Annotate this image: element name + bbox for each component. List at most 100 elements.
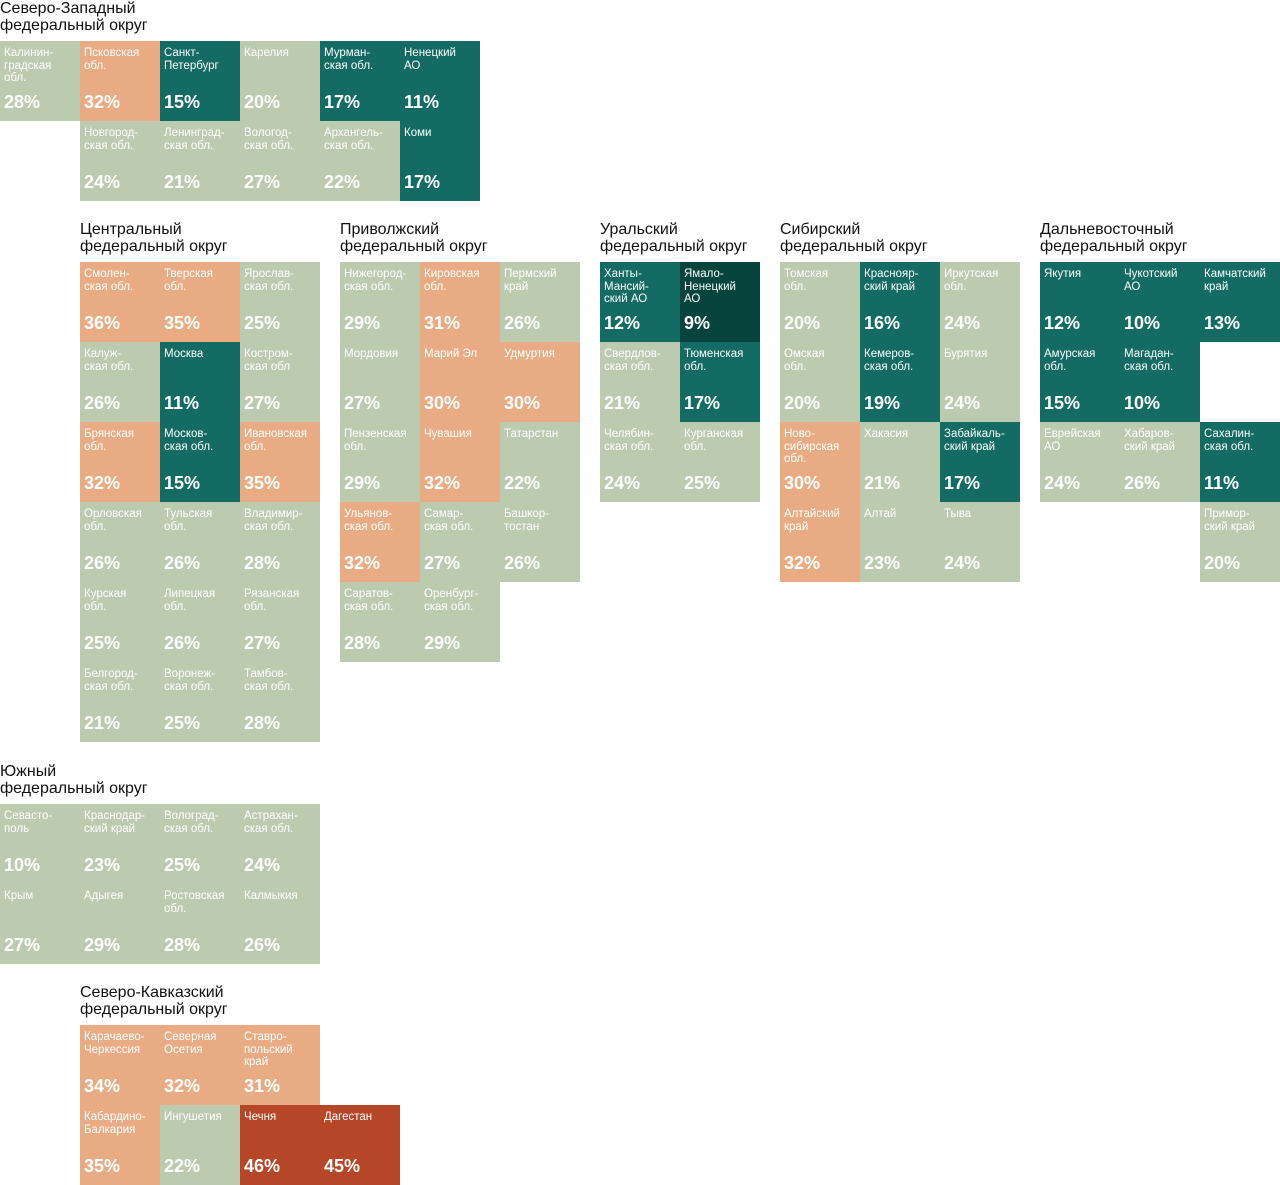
region-name: Свердлов- ская обл. <box>604 348 661 373</box>
region-value: 20% <box>784 313 821 333</box>
region-value: 21% <box>84 713 121 733</box>
region-name: Курская обл. <box>84 588 127 613</box>
region-tile-чечня: Чечня 46% <box>240 1105 320 1185</box>
district-title-central: Центральный федеральный округ <box>80 221 228 255</box>
region-tile-калинин-градская-обл: Калинин- градская обл. 28% <box>0 41 80 121</box>
region-tile-мурман-ская-обл: Мурман- ская обл. 17% <box>320 41 400 121</box>
region-value: 32% <box>424 473 461 493</box>
region-tile-северная-осетия: Северная Осетия 32% <box>160 1025 240 1105</box>
region-value: 21% <box>864 473 901 493</box>
district-title-line: федеральный округ <box>80 1001 228 1018</box>
region-name: Москва <box>164 348 204 360</box>
region-value: 21% <box>164 172 201 192</box>
region-value: 15% <box>164 92 201 112</box>
region-tile-камчатский-край: Камчатский край 13% <box>1200 262 1280 342</box>
region-value: 20% <box>784 393 821 413</box>
region-value: 23% <box>84 855 121 875</box>
region-tile-примор-ский-край: Примор- ский край 20% <box>1200 502 1280 582</box>
region-tile-санкт-петербург: Санкт- Петербург 15% <box>160 41 240 121</box>
region-name: Ульянов- ская обл. <box>344 508 394 533</box>
region-name: Калинин- градская обл. <box>4 47 54 84</box>
region-tile-астрахан-ская-обл: Астрахан- ская обл. 24% <box>240 804 320 884</box>
region-value: 17% <box>404 172 441 192</box>
region-value: 28% <box>344 633 381 653</box>
region-tile-амурская-обл: Амурская обл. 15% <box>1040 342 1120 422</box>
region-value: 27% <box>244 633 281 653</box>
region-name: Забайкаль- ский край <box>944 428 1005 453</box>
region-tile-воронеж-ская-обл: Воронеж- ская обл. 25% <box>160 662 240 742</box>
region-name: Башкор- тостан <box>504 508 549 533</box>
region-name: Удмуртия <box>504 348 555 360</box>
region-name: Астрахан- ская обл. <box>244 810 298 835</box>
region-name: Краснодар- ский край <box>84 810 146 835</box>
region-tile-саратов-ская-обл: Саратов- ская обл. 28% <box>340 582 420 662</box>
region-value: 25% <box>244 313 281 333</box>
region-tile-самар-ская-обл: Самар- ская обл. 27% <box>420 502 500 582</box>
region-name: Ханты- Мансий- ский АО <box>604 268 649 305</box>
region-value: 26% <box>164 553 201 573</box>
region-tile-калуж-ская-обл: Калуж- ская обл. 26% <box>80 342 160 422</box>
region-value: 26% <box>504 313 541 333</box>
region-value: 26% <box>84 553 121 573</box>
region-value: 34% <box>84 1076 121 1096</box>
region-value: 22% <box>324 172 361 192</box>
region-name: Пермский край <box>504 268 557 293</box>
district-title-line: федеральный округ <box>340 238 488 255</box>
region-tile-краснояр-ский-край: Краснояр- ский край 16% <box>860 262 940 342</box>
region-name: Амурская обл. <box>1044 348 1096 373</box>
region-name: Костром- ская обл <box>244 348 293 373</box>
region-name: Хабаров- ский край <box>1124 428 1176 453</box>
district-title-line: федеральный округ <box>0 17 148 34</box>
region-value: 24% <box>944 313 981 333</box>
region-tile-иркутская-обл: Иркутская обл. 24% <box>940 262 1020 342</box>
region-tile-адыгея: Адыгея 29% <box>80 884 160 964</box>
region-name: Алтай <box>864 508 897 520</box>
region-name: Самар- ская обл. <box>424 508 474 533</box>
region-name: Санкт- Петербург <box>164 47 219 72</box>
region-value: 30% <box>504 393 541 413</box>
region-name: Ростовская обл. <box>164 890 225 915</box>
region-name: Оренбург- ская обл. <box>424 588 479 613</box>
region-tile-омская-обл: Омская обл. 20% <box>780 342 860 422</box>
region-tile-башкор-тостан: Башкор- тостан 26% <box>500 502 580 582</box>
region-tile-марий-эл: Марий Эл 30% <box>420 342 500 422</box>
region-tile-свердлов-ская-обл: Свердлов- ская обл. 21% <box>600 342 680 422</box>
region-name: Смолен- ская обл. <box>84 268 134 293</box>
district-title-line: федеральный округ <box>0 780 148 797</box>
district-title-fareast: Дальневосточный федеральный округ <box>1040 221 1188 255</box>
region-tile-ульянов-ская-обл: Ульянов- ская обл. 32% <box>340 502 420 582</box>
region-name: Магадан- ская обл. <box>1124 348 1174 373</box>
region-name: Нижегород- ская обл. <box>344 268 407 293</box>
district-title-line: Северо-Кавказский <box>80 984 224 1001</box>
region-tile-магадан-ская-обл: Магадан- ская обл. 10% <box>1120 342 1200 422</box>
region-value: 35% <box>244 473 281 493</box>
region-value: 29% <box>424 633 461 653</box>
region-value: 27% <box>244 172 281 192</box>
region-tile-тамбов-ская-обл: Тамбов- ская обл. 28% <box>240 662 320 742</box>
region-name: Рязанская обл. <box>244 588 300 613</box>
region-tile-смолен-ская-обл: Смолен- ская обл. 36% <box>80 262 160 342</box>
region-name: Ямало- Ненецкий АО <box>684 268 736 305</box>
region-tile-челябин-ская-обл: Челябин- ская обл. 24% <box>600 422 680 502</box>
region-name: Тульская обл. <box>164 508 213 533</box>
region-value: 17% <box>684 393 721 413</box>
region-name: Томская обл. <box>784 268 829 293</box>
region-tile-алтайский-край: Алтайский край 32% <box>780 502 860 582</box>
district-title-line: Сибирский <box>780 221 861 238</box>
region-value: 26% <box>504 553 541 573</box>
region-value: 17% <box>944 473 981 493</box>
region-value: 9% <box>684 313 711 333</box>
region-name: Новгород- ская обл. <box>84 127 139 152</box>
region-value: 29% <box>344 313 381 333</box>
region-tile-дагестан: Дагестан 45% <box>320 1105 400 1185</box>
region-name: Алтайский край <box>784 508 840 533</box>
district-title-line: федеральный округ <box>80 238 228 255</box>
region-value: 26% <box>164 633 201 653</box>
region-tile-ставро-польский-край: Ставро- польский край 31% <box>240 1025 320 1105</box>
region-value: 15% <box>164 473 201 493</box>
region-value: 46% <box>244 1156 281 1176</box>
region-tile-ростовская-обл: Ростовская обл. 28% <box>160 884 240 964</box>
region-name: Липецкая обл. <box>164 588 216 613</box>
region-value: 26% <box>1124 473 1161 493</box>
